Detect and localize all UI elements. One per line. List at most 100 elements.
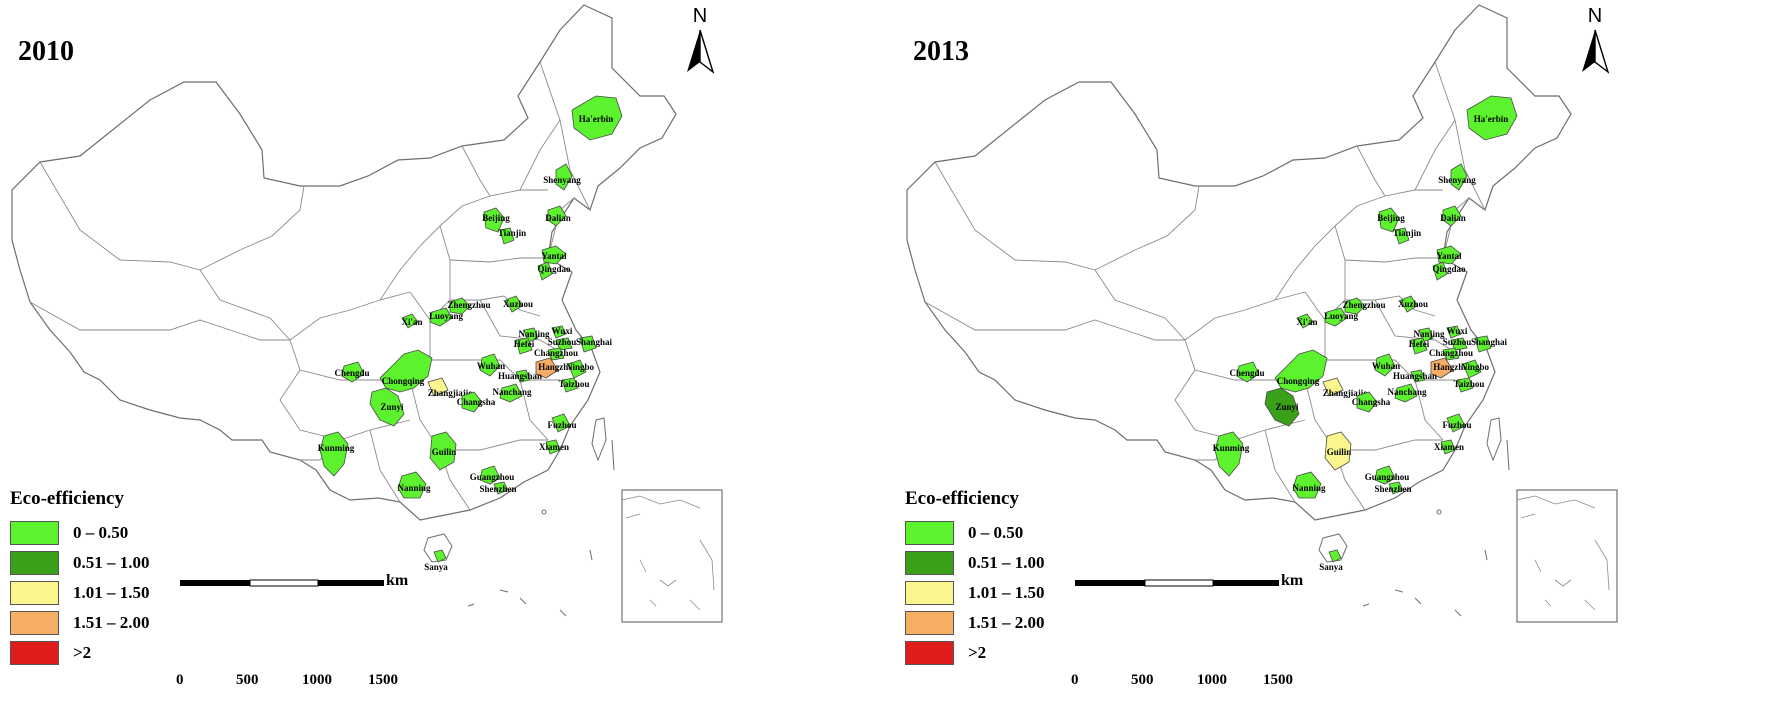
legend-label: 0 – 0.50 — [968, 523, 1024, 542]
scale-unit: km — [1281, 572, 1304, 589]
city-region-wuhan — [1374, 353, 1396, 377]
legend-item: >2 — [905, 638, 1045, 668]
city-region-wuxi — [1446, 325, 1462, 339]
city-region-suzhou — [1450, 337, 1468, 351]
legend-item: 0.51 – 1.00 — [905, 548, 1045, 578]
city-region-kunming — [1214, 431, 1244, 477]
city-label-yantai: Yantai — [1436, 251, 1462, 261]
city-region-zhangjiajie — [1322, 377, 1344, 397]
city-region-guangzhou — [479, 465, 501, 485]
city-region-fuzhou — [551, 413, 571, 433]
city-region-zunyi — [369, 387, 405, 427]
legend-swatch — [10, 551, 59, 575]
city-label-ningbo: Ningbo — [1461, 362, 1490, 372]
legend-label: 1.51 – 2.00 — [968, 613, 1045, 632]
city-label-zhangjiajie: Zhangjiajie — [428, 388, 473, 398]
city-label-zhengzhou: Zhengzhou — [1342, 300, 1385, 310]
legend-label: 0.51 – 1.00 — [73, 553, 150, 572]
city-region-ha-erbin — [1466, 95, 1518, 141]
city-region-ningbo — [567, 359, 587, 379]
city-region-shanghai — [579, 335, 597, 353]
city-label-tianjin: Tianjin — [1393, 228, 1421, 238]
map-year-title: 2010 — [18, 36, 74, 67]
city-label-beijing: Beijing — [1377, 213, 1405, 223]
legend-item: >2 — [10, 638, 150, 668]
city-label-shenyang: Shenyang — [543, 175, 581, 185]
city-label-shenzhen: Shenzhen — [1374, 484, 1411, 494]
city-region-shanghai — [1474, 335, 1492, 353]
map-panel-2010: Ha'erbin Shenyang Dalian Beijing Tianjin Yant… — [0, 0, 894, 720]
city-label-ha-erbin: Ha'erbin — [1474, 114, 1509, 124]
scale-tick-label: 1000 — [1197, 672, 1227, 688]
city-region-yantai — [541, 245, 567, 265]
legend-title: Eco-efficiency — [10, 488, 124, 509]
city-label-qingdao: Qingdao — [537, 264, 571, 274]
city-label-guangzhou: Guangzhou — [470, 472, 515, 482]
city-label-zunyi: Zunyi — [1275, 402, 1299, 412]
city-region-chengdu — [1236, 361, 1260, 383]
city-label-hangzhou: Hangzhou — [538, 362, 578, 372]
city-region-wuxi — [551, 325, 567, 339]
city-label-xiamen: Xiamen — [539, 442, 569, 452]
city-label-fuzhou: Fuzhou — [547, 420, 576, 430]
map-panel-2013: Ha'erbin Shenyang Dalian Beijing Tianjin Yant… — [895, 0, 1789, 720]
city-label-shenyang: Shenyang — [1438, 175, 1476, 185]
city-region-beijing — [483, 207, 505, 233]
city-label-hefei: Hefei — [514, 339, 535, 349]
city-region-hefei — [1410, 337, 1428, 355]
city-region-dalian — [547, 205, 567, 227]
scale-tick-label: 500 — [236, 672, 259, 688]
city-region-taizhou — [1456, 377, 1474, 393]
legend-swatch — [10, 641, 59, 665]
legend-swatch — [905, 581, 954, 605]
city-region-huangshan — [515, 369, 531, 383]
city-region-dalian — [1442, 205, 1462, 227]
city-label-wuhan: Wuhan — [1372, 361, 1400, 371]
legend-item: 1.01 – 1.50 — [10, 578, 150, 608]
city-region-changzhou — [547, 347, 565, 361]
city-region-hefei — [515, 337, 533, 355]
city-region-chongqing — [379, 349, 433, 393]
city-region-changzhou — [1442, 347, 1460, 361]
city-label-zhengzhou: Zhengzhou — [447, 300, 490, 310]
city-region-qingdao — [1432, 261, 1448, 281]
legend: Eco-efficiency 0 – 0.50 0.51 – 1.00 1.01 –… — [905, 488, 1045, 668]
legend-swatch — [905, 611, 954, 635]
city-region-hangzhou — [535, 357, 559, 379]
city-region-xuzhou — [505, 295, 523, 313]
city-label-nanjing: Nanjing — [1413, 329, 1445, 339]
city-label-xiamen: Xiamen — [1434, 442, 1464, 452]
city-label-hefei: Hefei — [1409, 339, 1430, 349]
city-region-ningbo — [1462, 359, 1482, 379]
city-layer: Ha'erbin Shenyang Dalian Beijing Tianjin Yant… — [318, 95, 623, 572]
map-year-title: 2013 — [913, 36, 969, 67]
city-region-yantai — [1436, 245, 1462, 265]
city-region-nanchang — [1394, 383, 1418, 403]
city-label-chongqing: Chongqing — [1277, 376, 1320, 386]
city-region-xiamen — [545, 439, 561, 455]
city-label-changzhou: Changzhou — [1429, 348, 1473, 358]
legend-item: 1.51 – 2.00 — [10, 608, 150, 638]
city-region-xi-an — [1296, 313, 1314, 329]
city-label-nanchang: Nanchang — [492, 387, 532, 397]
legend-swatch — [905, 551, 954, 575]
city-label-chongqing: Chongqing — [382, 376, 425, 386]
city-region-guangzhou — [1374, 465, 1396, 485]
city-label-wuxi: Wuxi — [1447, 326, 1468, 336]
city-label-wuxi: Wuxi — [552, 326, 573, 336]
legend-item: 1.01 – 1.50 — [905, 578, 1045, 608]
legend-swatch — [905, 521, 954, 545]
city-label-nanjing: Nanjing — [518, 329, 550, 339]
city-region-xi-an — [401, 313, 419, 329]
legend-label: 0 – 0.50 — [73, 523, 129, 542]
city-region-zhengzhou — [1344, 297, 1366, 315]
city-label-luoyang: Luoyang — [429, 311, 464, 321]
scale-tick-label: 0 — [176, 672, 184, 688]
city-label-huangshan: Huangshan — [498, 371, 542, 381]
city-label-dalian: Dalian — [545, 213, 571, 223]
city-label-sanya: Sanya — [424, 562, 448, 572]
map-canvas: Ha'erbin Shenyang Dalian Beijing Tianjin Yant… — [11, 4, 723, 623]
city-label-shanghai: Shanghai — [1471, 337, 1508, 347]
north-label: N — [693, 5, 707, 27]
city-label-xi-an: Xi'an — [1296, 317, 1317, 327]
